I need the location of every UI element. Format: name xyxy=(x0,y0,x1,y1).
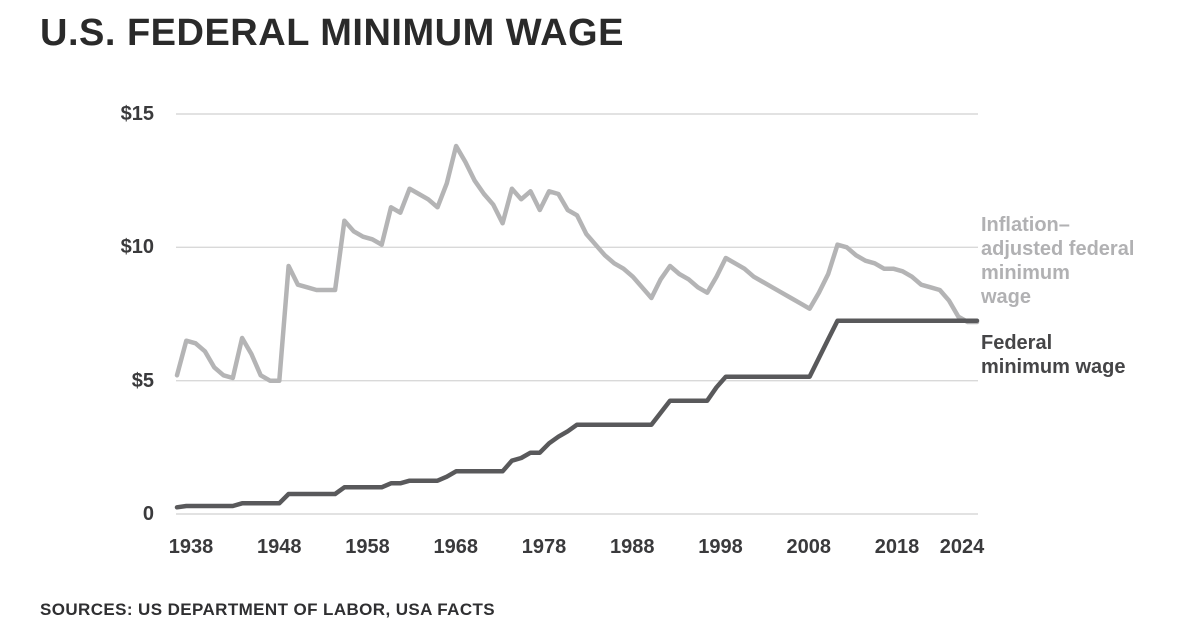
x-tick-label-1968: 1968 xyxy=(433,536,479,558)
x-tick-label-1978: 1978 xyxy=(521,536,567,558)
legend-nominal-line-2: minimum wage xyxy=(981,356,1126,378)
y-tick-label-10: $10 xyxy=(120,236,154,259)
x-tick-label-2018: 2018 xyxy=(874,536,920,558)
inflation-adjusted-line xyxy=(174,143,980,383)
legend-adjusted-line-4: wage xyxy=(981,286,1032,308)
y-tick-label-5: $5 xyxy=(131,369,154,392)
legend-adjusted-line-2: adjusted federal xyxy=(981,238,1135,260)
x-tick-label-1938: 1938 xyxy=(168,536,214,558)
y-tick-label-15: $15 xyxy=(120,103,154,125)
x-tick-label-1998: 1998 xyxy=(698,536,743,558)
legend-nominal-line-1: Federal xyxy=(981,332,1053,354)
legend-adjusted-line-3: minimum xyxy=(981,262,1070,284)
x-tick-label-1948: 1948 xyxy=(257,536,302,558)
gridlines xyxy=(176,113,978,515)
chart-series xyxy=(174,143,980,510)
legend-inflation-adjusted: Inflation– adjusted federal minimum wage xyxy=(981,213,1134,309)
x-tick-label-2024: 2024 xyxy=(939,536,985,558)
legend-adjusted-line-1: Inflation– xyxy=(981,214,1070,236)
source-note: SOURCES: US DEPARTMENT OF LABOR, USA FAC… xyxy=(40,600,496,619)
x-tick-label-1958: 1958 xyxy=(345,536,390,558)
x-tick-label-2008: 2008 xyxy=(786,536,832,558)
federal-minimum-wage-line xyxy=(174,318,980,510)
y-tick-label-0: 0 xyxy=(142,503,154,525)
chart-title: U.S. FEDERAL MINIMUM WAGE xyxy=(40,12,624,54)
x-tick-label-1988: 1988 xyxy=(610,536,655,558)
legend-federal-minimum-wage: Federal minimum wage xyxy=(981,331,1125,379)
